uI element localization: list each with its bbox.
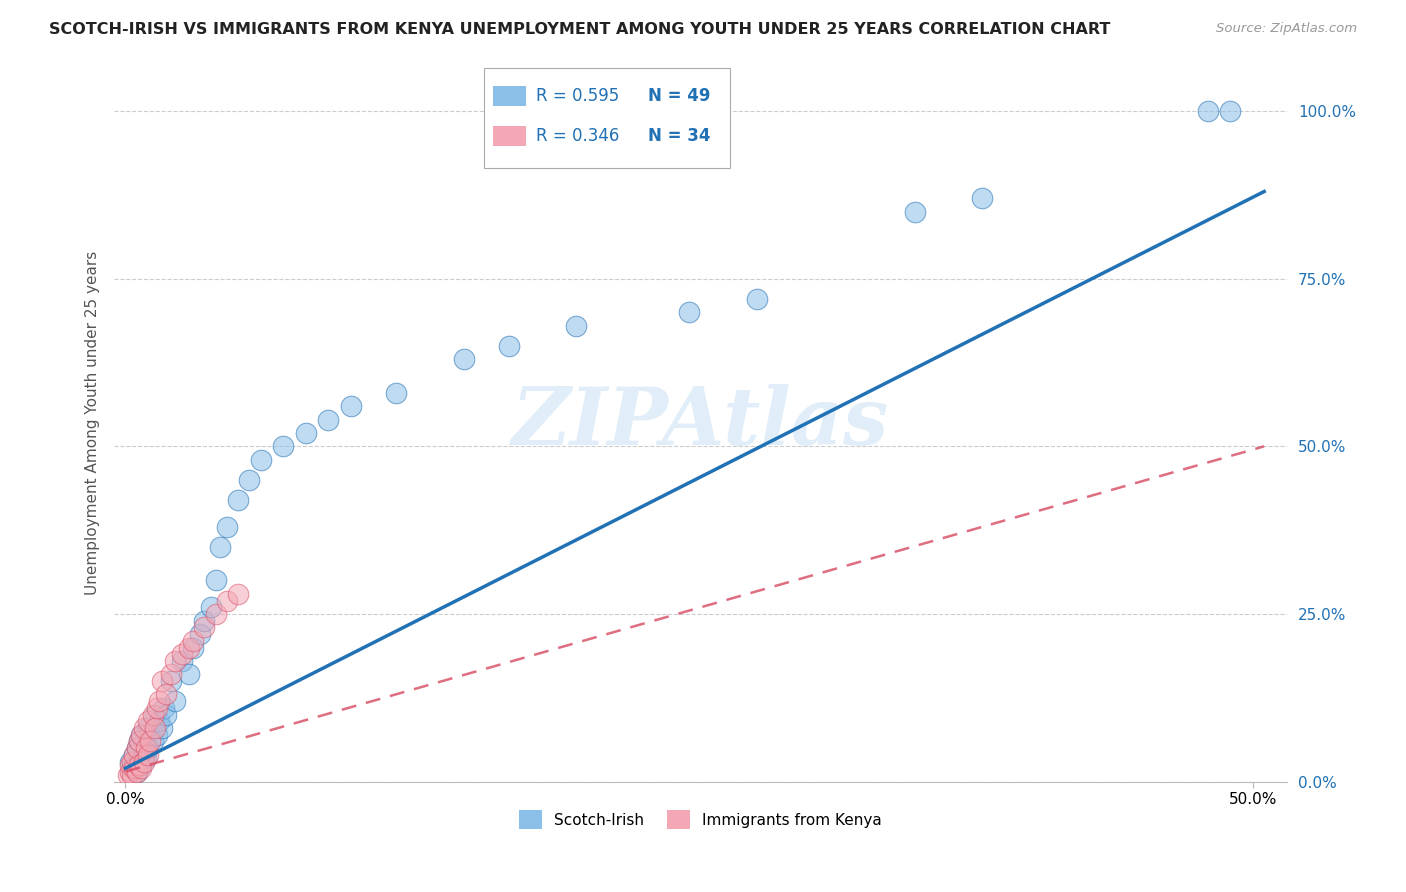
Point (1197, 103, 1219, 118)
FancyBboxPatch shape (494, 126, 526, 146)
Point (972, 191, 994, 205)
Point (129, 761, 152, 775)
Point (118, 755, 141, 769)
Point (124, 758, 146, 772)
Point (128, 734, 150, 748)
Point (226, 587, 249, 601)
Point (129, 728, 152, 742)
Point (215, 520, 238, 534)
Point (143, 721, 166, 735)
Point (1219, 103, 1241, 118)
Point (136, 721, 159, 735)
Point (139, 734, 162, 748)
Point (249, 452, 271, 467)
Point (124, 747, 146, 762)
Point (124, 761, 146, 775)
Point (136, 741, 159, 756)
Point (146, 701, 169, 715)
Point (188, 627, 211, 641)
Point (745, 292, 768, 306)
Point (565, 318, 588, 333)
Point (136, 714, 159, 729)
Point (146, 728, 169, 742)
FancyBboxPatch shape (484, 68, 730, 168)
Point (148, 694, 170, 708)
Text: Source: ZipAtlas.com: Source: ZipAtlas.com (1216, 22, 1357, 36)
Point (132, 721, 155, 735)
Point (204, 574, 226, 588)
Point (141, 707, 163, 722)
Point (132, 747, 155, 762)
Point (155, 688, 177, 702)
Point (209, 540, 232, 554)
Point (193, 614, 215, 628)
Point (150, 674, 173, 689)
Point (121, 761, 143, 775)
Point (181, 633, 204, 648)
Point (128, 758, 150, 772)
Point (125, 741, 148, 756)
Point (124, 747, 146, 762)
Point (453, 352, 475, 367)
Point (125, 764, 148, 779)
Point (170, 654, 193, 668)
Point (136, 747, 159, 762)
Point (121, 768, 143, 782)
Y-axis label: Unemployment Among Youth under 25 years: Unemployment Among Youth under 25 years (86, 251, 100, 595)
FancyBboxPatch shape (494, 87, 526, 106)
Point (118, 764, 141, 779)
Point (271, 439, 294, 453)
Point (129, 728, 152, 742)
Point (118, 758, 141, 772)
Point (385, 385, 408, 400)
Point (143, 707, 166, 722)
Point (148, 714, 170, 729)
Point (904, 204, 927, 219)
Point (132, 755, 155, 769)
Point (295, 425, 318, 440)
Point (141, 734, 163, 748)
Text: R = 0.346: R = 0.346 (536, 127, 620, 145)
Point (318, 412, 340, 426)
Point (128, 755, 150, 769)
Point (498, 339, 520, 353)
Legend: Scotch-Irish, Immigrants from Kenya: Scotch-Irish, Immigrants from Kenya (513, 805, 889, 835)
Point (165, 654, 187, 668)
Text: R = 0.595: R = 0.595 (536, 87, 620, 105)
Point (204, 607, 226, 621)
Point (135, 741, 157, 756)
Point (238, 473, 260, 487)
Point (181, 640, 204, 655)
Point (159, 674, 181, 689)
Point (177, 667, 200, 681)
Point (193, 620, 215, 634)
Point (117, 768, 139, 782)
Text: N = 34: N = 34 (648, 127, 710, 145)
Point (152, 701, 174, 715)
Point (340, 399, 363, 413)
Point (135, 751, 157, 765)
Point (128, 734, 150, 748)
Point (165, 694, 187, 708)
Point (159, 667, 181, 681)
Text: N = 49: N = 49 (648, 87, 710, 105)
Text: ZIPAtlas: ZIPAtlas (512, 384, 889, 461)
Point (155, 707, 177, 722)
Point (125, 741, 148, 756)
Point (226, 493, 249, 508)
Point (200, 600, 222, 615)
Point (129, 758, 152, 772)
Point (177, 640, 200, 655)
Point (150, 721, 173, 735)
Text: SCOTCH-IRISH VS IMMIGRANTS FROM KENYA UNEMPLOYMENT AMONG YOUTH UNDER 25 YEARS CO: SCOTCH-IRISH VS IMMIGRANTS FROM KENYA UN… (49, 22, 1111, 37)
Point (170, 647, 193, 661)
Point (121, 755, 143, 769)
Point (215, 593, 238, 607)
Point (125, 764, 148, 779)
Point (678, 305, 700, 319)
